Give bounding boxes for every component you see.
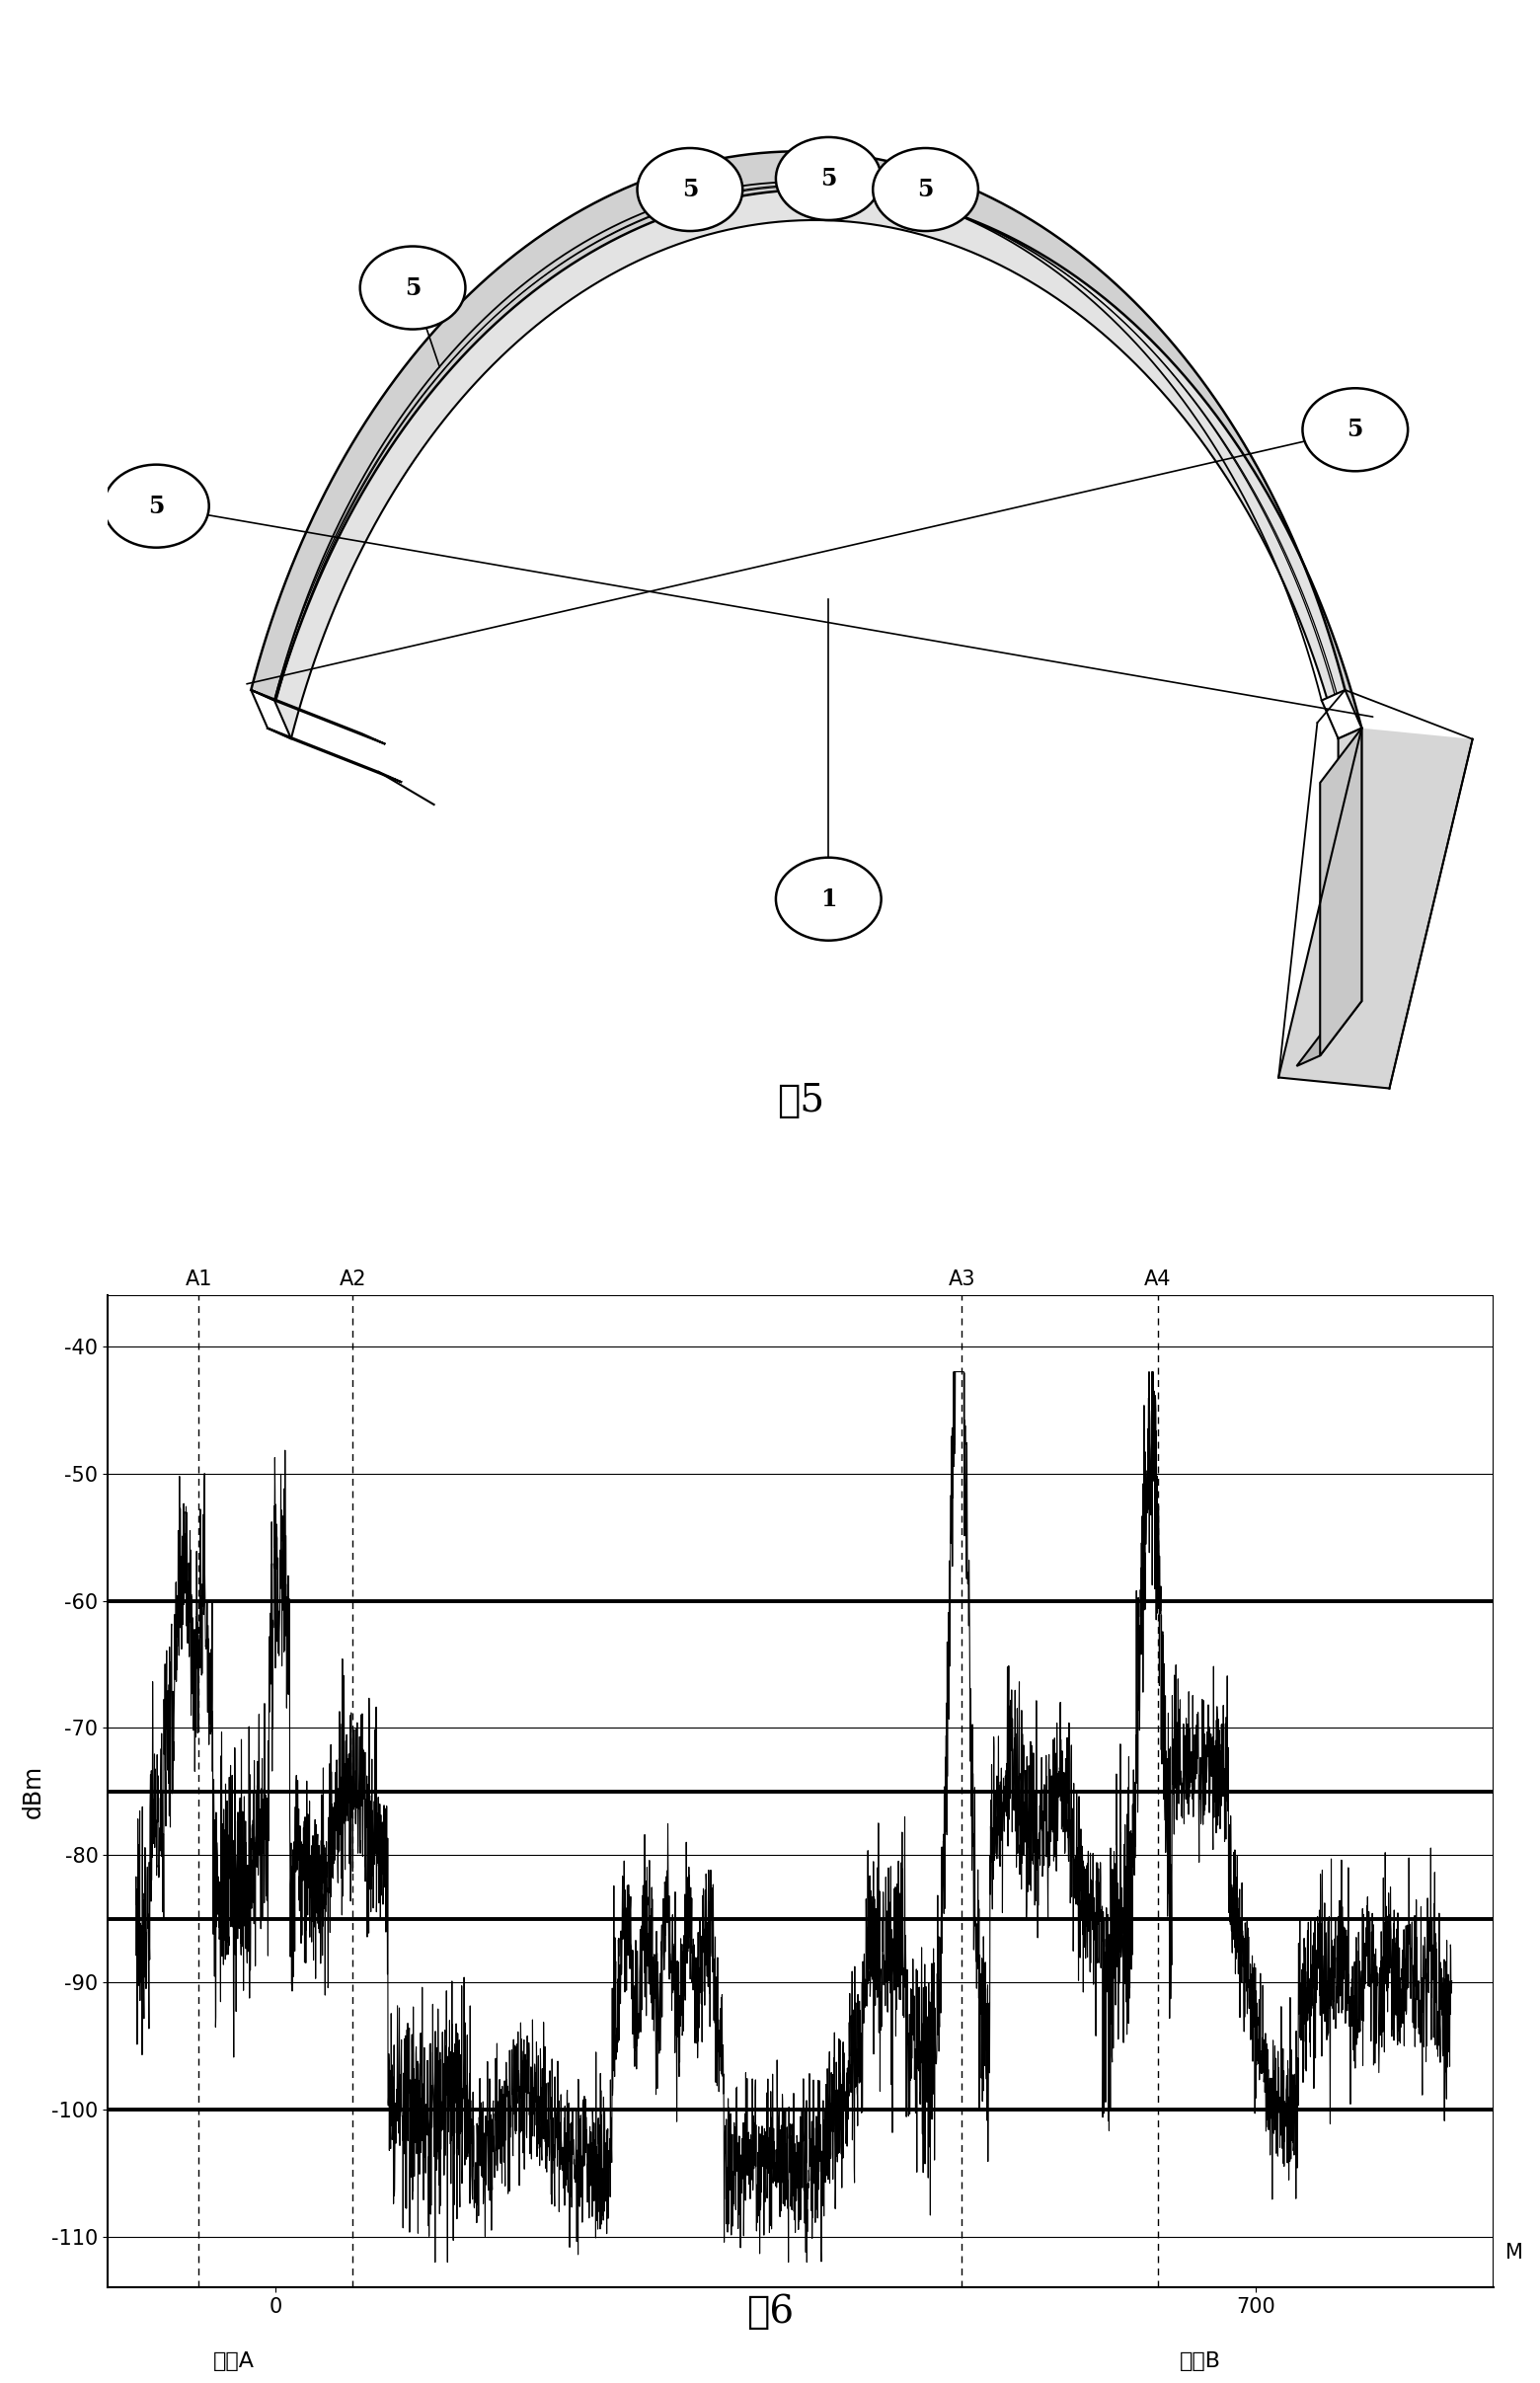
Polygon shape [251, 691, 385, 743]
Polygon shape [1321, 691, 1361, 739]
Polygon shape [1278, 729, 1472, 1089]
Polygon shape [1338, 729, 1361, 1010]
Text: A2: A2 [339, 1270, 367, 1289]
Text: 5: 5 [682, 179, 698, 203]
Circle shape [1303, 388, 1408, 472]
Polygon shape [268, 191, 1361, 739]
Text: 车站B: 车站B [1180, 2352, 1221, 2371]
Text: 图5: 图5 [778, 1082, 824, 1120]
Circle shape [776, 138, 881, 219]
Polygon shape [251, 153, 1361, 729]
Polygon shape [268, 729, 402, 782]
Text: 5: 5 [821, 167, 836, 191]
Text: 图6: 图6 [747, 2295, 793, 2331]
Circle shape [360, 245, 465, 329]
Circle shape [638, 148, 742, 231]
Circle shape [776, 858, 881, 941]
Text: 5: 5 [148, 493, 165, 517]
Text: 车站A: 车站A [213, 2352, 254, 2371]
Circle shape [873, 148, 978, 231]
Text: 5: 5 [1348, 417, 1363, 441]
Text: A1: A1 [185, 1270, 213, 1289]
Circle shape [103, 465, 209, 548]
Text: 1: 1 [821, 886, 836, 910]
Text: 5: 5 [918, 179, 933, 203]
Text: A3: A3 [949, 1270, 975, 1289]
Text: A4: A4 [1144, 1270, 1172, 1289]
Y-axis label: dBm: dBm [22, 1766, 45, 1818]
Text: M: M [1505, 2242, 1523, 2261]
Text: 5: 5 [405, 276, 420, 300]
Polygon shape [1297, 1001, 1361, 1065]
Polygon shape [1320, 729, 1361, 1056]
Polygon shape [251, 691, 291, 739]
